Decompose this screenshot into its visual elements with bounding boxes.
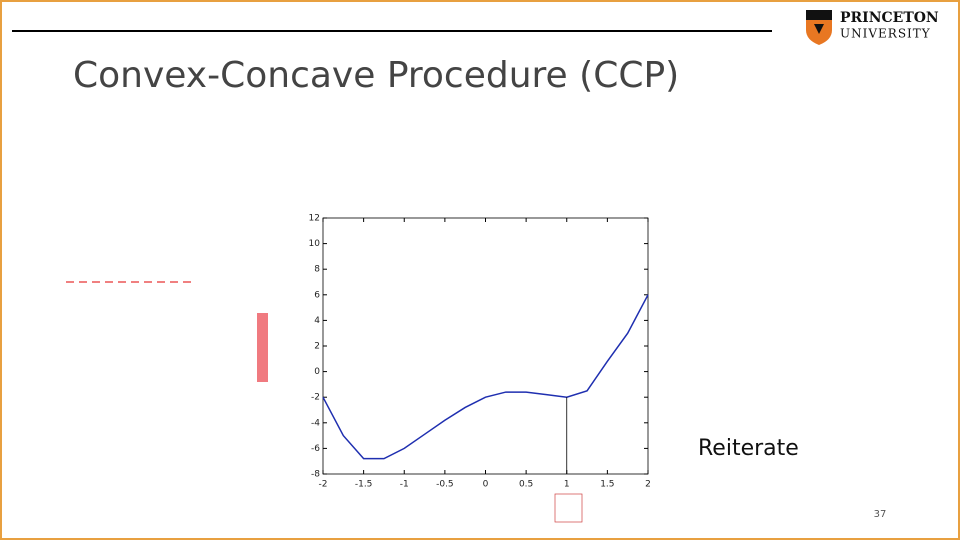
plot-frame [322, 217, 649, 475]
y-tick-label: 10 [309, 239, 321, 249]
chart: -8 -6 -4 -2 0 2 4 6 8 10 12 -2 -1.5 -1 -0.5 0 0.5 1 1.5 2 [309, 214, 651, 490]
x-tick-label: 2 [645, 480, 651, 490]
x-tick-label: 0 [483, 480, 489, 490]
data-line [322, 294, 649, 460]
x-tick-label: -1.5 [355, 480, 373, 490]
y-tick-label: 0 [314, 367, 320, 377]
y-tick-label: 2 [314, 342, 320, 352]
annotation-box [554, 493, 583, 523]
y-tick-label: 6 [314, 290, 320, 300]
y-tick-label: -8 [311, 470, 320, 480]
x-tick-label: -0.5 [436, 480, 454, 490]
x-tick-label: 0.5 [519, 480, 533, 490]
y-tick-label: 8 [314, 265, 320, 275]
x-tick-label: 1.5 [600, 480, 614, 490]
decor-bar [257, 313, 268, 382]
y-tick-label: -2 [311, 393, 320, 403]
x-tick-label: 1 [564, 480, 570, 490]
x-tick-label: -2 [319, 480, 328, 490]
y-tick-label: -4 [311, 418, 320, 428]
x-tick-label: -1 [400, 480, 409, 490]
logo-text: PRINCETON [840, 10, 939, 26]
y-tick-label: -6 [311, 444, 320, 454]
logo-shield-detail [806, 10, 832, 34]
slide-title: Convex-Concave Procedure (CCP) [73, 55, 679, 96]
page-number: 37 [874, 509, 887, 520]
logo-text: UNIVERSITY [840, 27, 931, 41]
y-tick-label: 12 [309, 214, 320, 224]
logo: PRINCETON UNIVERSITY [806, 10, 939, 45]
body-text: Reiterate [698, 436, 799, 461]
y-tick-label: 4 [314, 316, 320, 326]
